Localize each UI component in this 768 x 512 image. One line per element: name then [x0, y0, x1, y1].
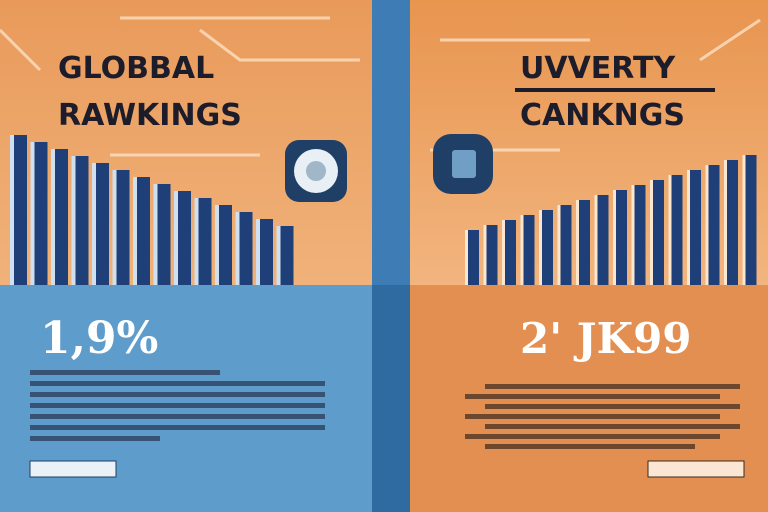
text-line	[485, 384, 740, 389]
pillar-highlight	[30, 142, 35, 285]
pillar-highlight	[539, 210, 542, 285]
pillar-highlight	[256, 219, 260, 285]
text-line	[30, 381, 325, 386]
pillar-highlight	[687, 170, 690, 285]
pillar	[668, 175, 683, 285]
pillar	[51, 149, 68, 285]
pillar	[557, 205, 572, 285]
pillar	[742, 155, 757, 285]
pillar	[687, 170, 701, 285]
pillar	[194, 198, 212, 285]
left-body-text	[30, 370, 325, 441]
right-title-2: CANKNGS	[520, 98, 685, 133]
pillar-highlight	[174, 191, 178, 285]
pillar-highlight	[235, 212, 240, 285]
pillar-highlight	[668, 175, 672, 285]
pillar	[133, 177, 150, 285]
left-gadget	[285, 140, 347, 202]
pillar	[520, 215, 535, 285]
pillar-highlight	[650, 180, 653, 285]
pillar	[465, 230, 479, 285]
text-line	[30, 425, 325, 430]
pillar-highlight	[71, 156, 76, 285]
pillar-highlight	[705, 165, 709, 285]
text-line	[485, 404, 740, 409]
pillar	[30, 142, 48, 285]
text-line	[30, 403, 325, 408]
pillar	[215, 205, 232, 285]
pillar-highlight	[92, 163, 96, 285]
pillar-highlight	[502, 220, 505, 285]
pillar-highlight	[215, 205, 219, 285]
text-line	[485, 424, 740, 429]
pillar-highlight	[742, 155, 746, 285]
pillar	[705, 165, 720, 285]
pillar-highlight	[520, 215, 524, 285]
pillar	[71, 156, 89, 285]
divider-lower	[372, 285, 410, 512]
text-line	[30, 414, 325, 419]
right-body-text	[465, 384, 740, 449]
pillar	[276, 226, 294, 285]
left-title-2: RAWKINGS	[58, 98, 242, 133]
left-pillars	[10, 135, 294, 285]
pillar-highlight	[51, 149, 55, 285]
right-pillars	[465, 155, 757, 285]
text-line	[30, 436, 160, 441]
pillar	[235, 212, 253, 285]
pillar	[483, 225, 498, 285]
pillar	[650, 180, 664, 285]
right-title-1: UVVERTY	[520, 51, 677, 86]
pillar	[256, 219, 273, 285]
pillar	[613, 190, 627, 285]
left-button[interactable]	[29, 460, 117, 478]
pillar	[631, 185, 646, 285]
pillar	[174, 191, 191, 285]
pillar-highlight	[724, 160, 727, 285]
pillar-highlight	[576, 200, 579, 285]
text-line	[465, 434, 720, 439]
left-stat: 1,9%	[40, 313, 158, 364]
pillar-highlight	[276, 226, 281, 285]
right-stat: 2' JK99	[520, 314, 692, 363]
title-rule	[515, 88, 715, 92]
text-line	[465, 394, 720, 399]
text-line	[465, 414, 720, 419]
pillar-highlight	[10, 135, 14, 285]
pillar-highlight	[483, 225, 487, 285]
right-gadget	[433, 134, 493, 194]
pillar	[92, 163, 109, 285]
right-button[interactable]	[647, 460, 745, 478]
pillar-highlight	[133, 177, 137, 285]
pillar	[576, 200, 590, 285]
pillar	[10, 135, 27, 285]
text-line	[30, 392, 325, 397]
pillar-highlight	[153, 184, 158, 285]
pillar	[594, 195, 609, 285]
pillar	[724, 160, 738, 285]
pillar-highlight	[112, 170, 117, 285]
pillar-highlight	[613, 190, 616, 285]
pillar	[539, 210, 553, 285]
left-title-1: GLOBBAL	[58, 51, 214, 86]
pillar	[153, 184, 171, 285]
pillar-highlight	[631, 185, 635, 285]
text-line	[485, 444, 695, 449]
pillar-highlight	[594, 195, 598, 285]
pillar	[502, 220, 516, 285]
pillar-highlight	[465, 230, 468, 285]
pillar-highlight	[194, 198, 199, 285]
text-line	[30, 370, 220, 375]
pillar	[112, 170, 130, 285]
pillar-highlight	[557, 205, 561, 285]
